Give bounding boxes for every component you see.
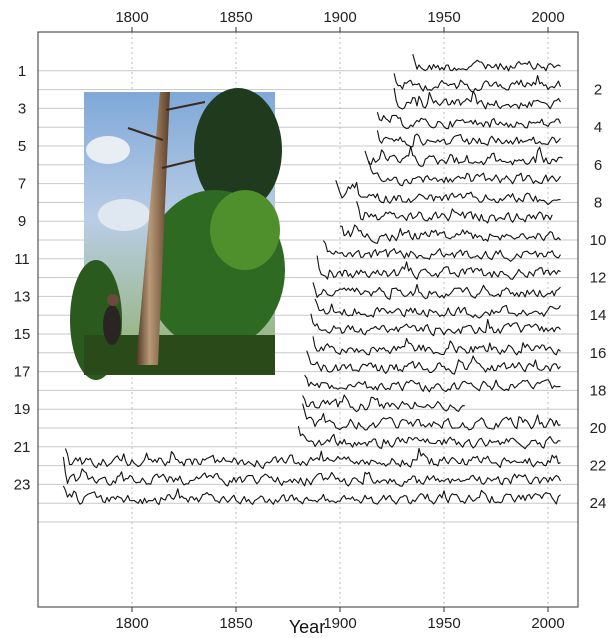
row-label-right: 2 <box>594 82 602 99</box>
photo-foliage-light <box>210 190 280 270</box>
series-line-row-8 <box>335 180 561 206</box>
photo-branch <box>165 101 206 111</box>
series-line-row-5 <box>376 130 561 148</box>
photo-person <box>103 305 121 345</box>
series-line-row-22 <box>64 447 561 470</box>
x-tick-label-bottom: 1950 <box>427 615 460 632</box>
row-label-left: 1 <box>18 63 26 80</box>
x-tick-label-bottom: 1900 <box>323 615 356 632</box>
photo-cloud <box>86 136 130 164</box>
series-line-row-10 <box>339 224 561 244</box>
series-line-row-24 <box>62 485 561 506</box>
plot-border <box>37 31 579 608</box>
row-label-left: 11 <box>14 251 30 268</box>
row-label-right: 18 <box>590 382 607 399</box>
row-label-left: 19 <box>14 401 31 418</box>
row-label-left: 5 <box>18 138 26 155</box>
row-label-right: 22 <box>590 458 607 475</box>
series-line-row-17 <box>306 350 561 375</box>
series-line-row-14 <box>314 298 561 319</box>
x-tick-label-bottom: 1850 <box>219 615 252 632</box>
row-label-right: 12 <box>590 270 607 287</box>
labels: 1800 1800 1850 1850 1900 1900 1950 1950 2000 2000… <box>14 9 607 632</box>
row-label-right: 20 <box>590 420 607 437</box>
x-tick-label-bottom: 2000 <box>531 615 564 632</box>
x-tick-label-top: 1950 <box>427 9 460 26</box>
series-line-row-11 <box>322 240 561 262</box>
series-line-row-13 <box>312 282 561 300</box>
series-line-row-12 <box>316 255 561 280</box>
series-layer <box>62 54 563 506</box>
series-line-row-6 <box>364 145 563 167</box>
row-label-right: 16 <box>590 345 607 362</box>
series-line-row-3 <box>393 87 561 110</box>
x-tick-label-top: 1800 <box>115 9 148 26</box>
series-line-row-15 <box>310 313 561 337</box>
series-line-row-18 <box>304 374 561 393</box>
row-label-left: 7 <box>18 176 26 193</box>
series-line-row-19 <box>302 394 465 413</box>
row-label-left: 13 <box>14 288 31 305</box>
series-line-row-20 <box>302 403 561 431</box>
row-label-right: 6 <box>594 157 602 174</box>
row-label-left: 15 <box>14 326 31 343</box>
series-line-row-2 <box>393 73 562 93</box>
row-label-left: 23 <box>14 476 31 493</box>
series-line-row-4 <box>376 111 561 130</box>
series-line-row-1 <box>412 54 561 72</box>
series-line-row-9 <box>356 201 553 224</box>
photo-branch-2 <box>127 127 164 141</box>
row-label-right: 24 <box>590 495 607 512</box>
x-tick-label-top: 1850 <box>219 9 252 26</box>
row-label-left: 21 <box>14 439 31 456</box>
series-line-row-23 <box>62 456 561 487</box>
photo-tree-trunk <box>136 92 170 365</box>
row-label-left: 17 <box>14 364 31 381</box>
series-line-row-21 <box>297 425 561 450</box>
row-label-right: 4 <box>594 119 602 136</box>
x-tick-label-top: 1900 <box>323 9 356 26</box>
inset-photo <box>70 88 285 380</box>
row-label-right: 10 <box>590 232 607 249</box>
plot-frame <box>37 27 579 612</box>
series-line-row-7 <box>368 161 561 187</box>
photo-person-head <box>107 294 119 306</box>
photo-tree-right <box>194 88 282 212</box>
photo-branch-3 <box>161 159 196 169</box>
row-label-right: 14 <box>590 307 607 324</box>
photo-cloud-2 <box>98 199 150 231</box>
x-axis-title: Year <box>289 617 325 637</box>
series-line-row-16 <box>312 336 561 356</box>
row-label-left: 9 <box>18 213 26 230</box>
row-label-left: 3 <box>18 100 26 117</box>
x-tick-label-bottom: 1800 <box>115 615 148 632</box>
row-label-right: 8 <box>594 194 602 211</box>
x-tick-label-top: 2000 <box>531 9 564 26</box>
